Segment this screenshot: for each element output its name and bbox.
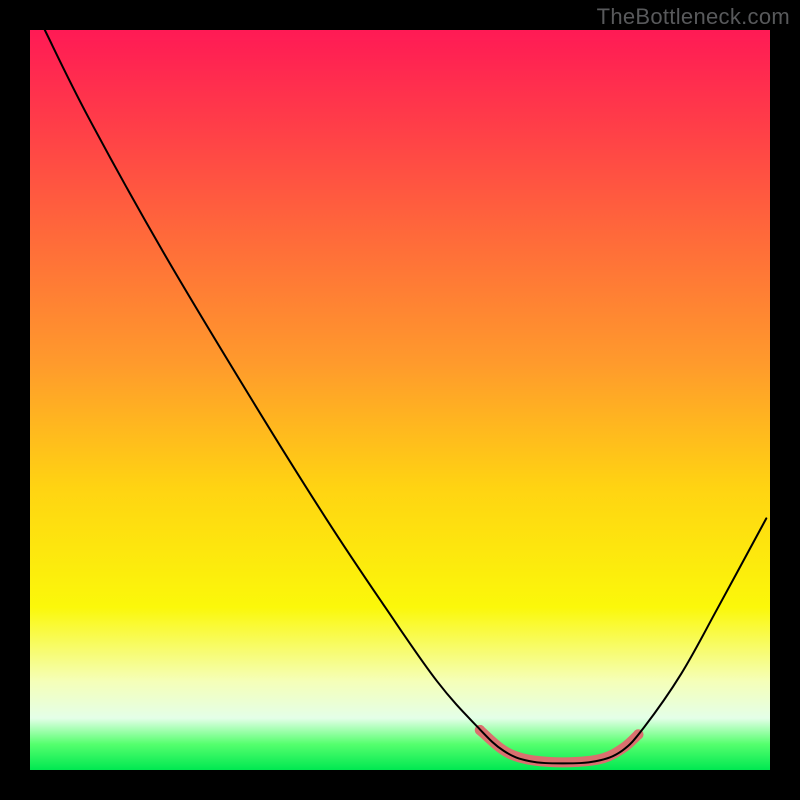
plot-gradient-area (30, 30, 770, 770)
bottleneck-chart (0, 0, 800, 800)
chart-container: TheBottleneck.com (0, 0, 800, 800)
attribution-text: TheBottleneck.com (597, 4, 790, 30)
